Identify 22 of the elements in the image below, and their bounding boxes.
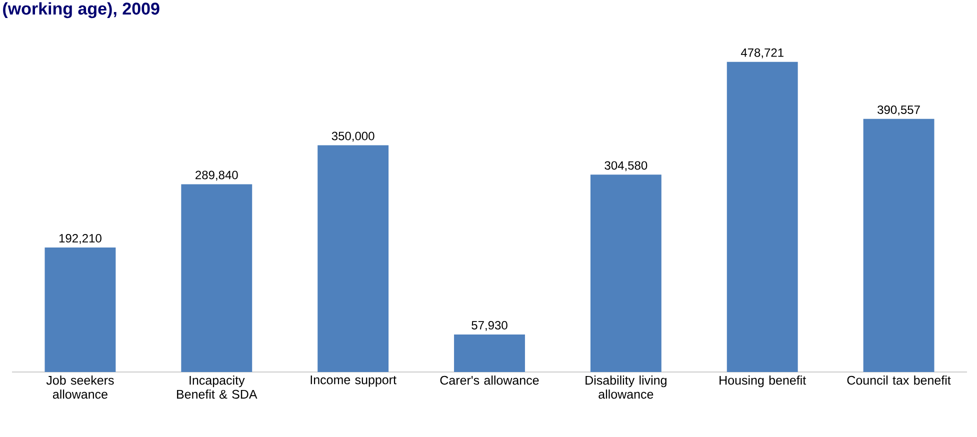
data-label: 478,721 (740, 48, 784, 58)
x-tick-label: Job seekers allowance (46, 376, 114, 399)
x-tick-label: Disability living allowance (586, 376, 666, 399)
x-tick-label: Carer's allowance (440, 376, 539, 385)
data-label: 390,557 (878, 105, 920, 116)
chart-title: (working age), 2009 (3, 2, 160, 18)
data-label: 350,000 (332, 132, 374, 142)
data-label: 289,840 (196, 170, 238, 181)
bar (454, 334, 525, 372)
bar (726, 62, 798, 372)
data-label: 304,580 (604, 161, 648, 172)
bar (318, 145, 389, 372)
x-tick-label: Council tax benefit (847, 376, 951, 385)
bar (181, 184, 252, 372)
x-tick-label: Incapacity Benefit & SDA (177, 376, 258, 399)
bar (590, 174, 662, 372)
bar (44, 247, 116, 372)
bar (863, 118, 934, 372)
data-label: 192,210 (59, 234, 102, 244)
data-label: 57,930 (472, 321, 508, 331)
x-tick-label: Housing benefit (720, 376, 806, 388)
x-tick-label: Income support (310, 376, 396, 387)
